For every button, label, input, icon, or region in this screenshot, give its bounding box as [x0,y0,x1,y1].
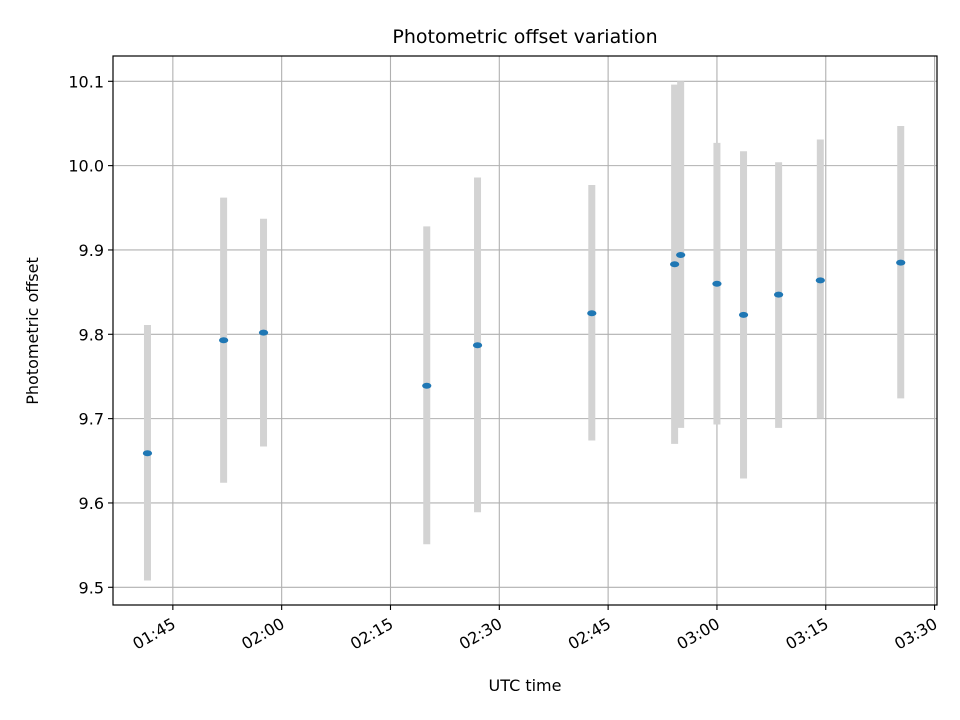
x-axis-label: UTC time [489,676,562,695]
data-point [774,291,784,298]
data-points [142,252,906,457]
data-point [712,280,722,287]
grid [113,56,937,605]
data-point [676,252,686,259]
data-point [815,277,825,284]
data-point [896,259,906,266]
y-tick-label: 9.9 [79,241,104,260]
data-point [738,311,749,318]
y-axis-label: Photometric offset [23,257,42,405]
data-point [472,342,483,349]
data-point [142,450,153,457]
y-tick-label: 9.8 [79,325,104,344]
data-point [587,310,597,317]
y-tick-label: 9.6 [79,494,104,513]
plot-frame [112,55,938,606]
y-tick-label: 9.5 [79,578,104,597]
data-point [670,261,680,268]
data-point [258,329,269,336]
y-axis: 9.5 9.6 9.7 9.8 9.9 10.0 10.1 [68,72,113,597]
data-point [219,337,229,344]
y-tick-label: 9.7 [79,410,104,429]
data-point [422,382,432,389]
y-tick-label: 10.0 [68,157,104,176]
y-tick-label: 10.1 [68,72,104,91]
chart-title: Photometric offset variation [392,26,657,48]
